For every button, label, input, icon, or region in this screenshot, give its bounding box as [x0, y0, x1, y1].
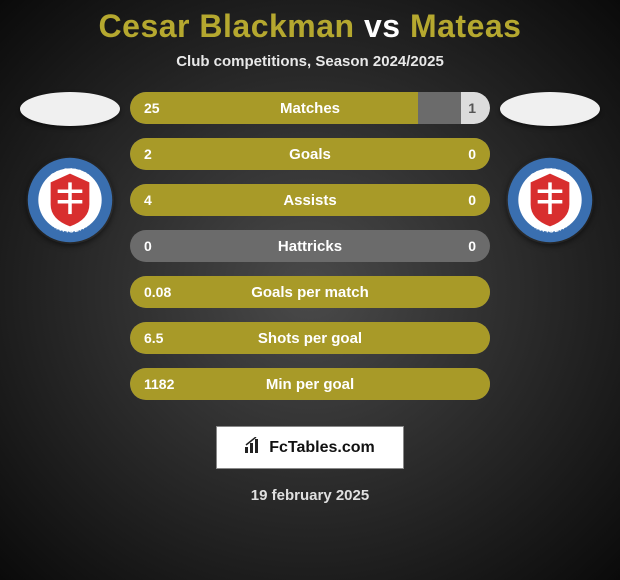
date-text: 19 february 2025 [251, 487, 369, 504]
player1-flag [20, 92, 120, 126]
player2-name: Mateas [410, 8, 522, 44]
stat-row: 0.08Goals per match [130, 276, 490, 308]
chart-icon [245, 437, 263, 458]
stat-label: Matches [130, 100, 490, 117]
stat-row: 1182Min per goal [130, 368, 490, 400]
stat-row: 25Matches1 [130, 92, 490, 124]
club-badge-icon: SLOVAN BRATISLAVA [26, 156, 114, 244]
footer-site-text: FcTables.com [269, 439, 375, 457]
stat-label: Min per goal [130, 376, 490, 393]
player2-flag [500, 92, 600, 126]
stat-label: Assists [130, 192, 490, 209]
player1-name: Cesar Blackman [99, 8, 355, 44]
right-side: SLOVAN BRATISLAVA [490, 92, 610, 244]
stat-label: Goals [130, 146, 490, 163]
left-side: SLOVAN BRATISLAVA [10, 92, 130, 244]
stat-value-right: 0 [468, 238, 476, 254]
club-badge-icon: SLOVAN BRATISLAVA [506, 156, 594, 244]
player2-club-badge: SLOVAN BRATISLAVA [506, 156, 594, 244]
page-title: Cesar Blackman vs Mateas [99, 8, 522, 45]
stat-row: 4Assists0 [130, 184, 490, 216]
comparison-card: Cesar Blackman vs Mateas Club competitio… [0, 0, 620, 580]
stat-label: Goals per match [130, 284, 490, 301]
stat-label: Hattricks [130, 238, 490, 255]
stat-row: 2Goals0 [130, 138, 490, 170]
main-area: SLOVAN BRATISLAVA 25Matches1 2Goals0 4Assi… [0, 92, 620, 400]
stat-value-right: 0 [468, 192, 476, 208]
stat-row: 0Hattricks0 [130, 230, 490, 262]
stats-bars: 25Matches12Goals04Assists00Hattricks00.0… [130, 92, 490, 400]
stat-value-right: 1 [468, 100, 476, 116]
stat-value-right: 0 [468, 146, 476, 162]
stat-row: 6.5Shots per goal [130, 322, 490, 354]
subtitle: Club competitions, Season 2024/2025 [176, 53, 444, 70]
player1-club-badge: SLOVAN BRATISLAVA [26, 156, 114, 244]
footer-site-badge[interactable]: FcTables.com [216, 426, 404, 469]
vs-text: vs [364, 8, 401, 44]
stat-label: Shots per goal [130, 330, 490, 347]
